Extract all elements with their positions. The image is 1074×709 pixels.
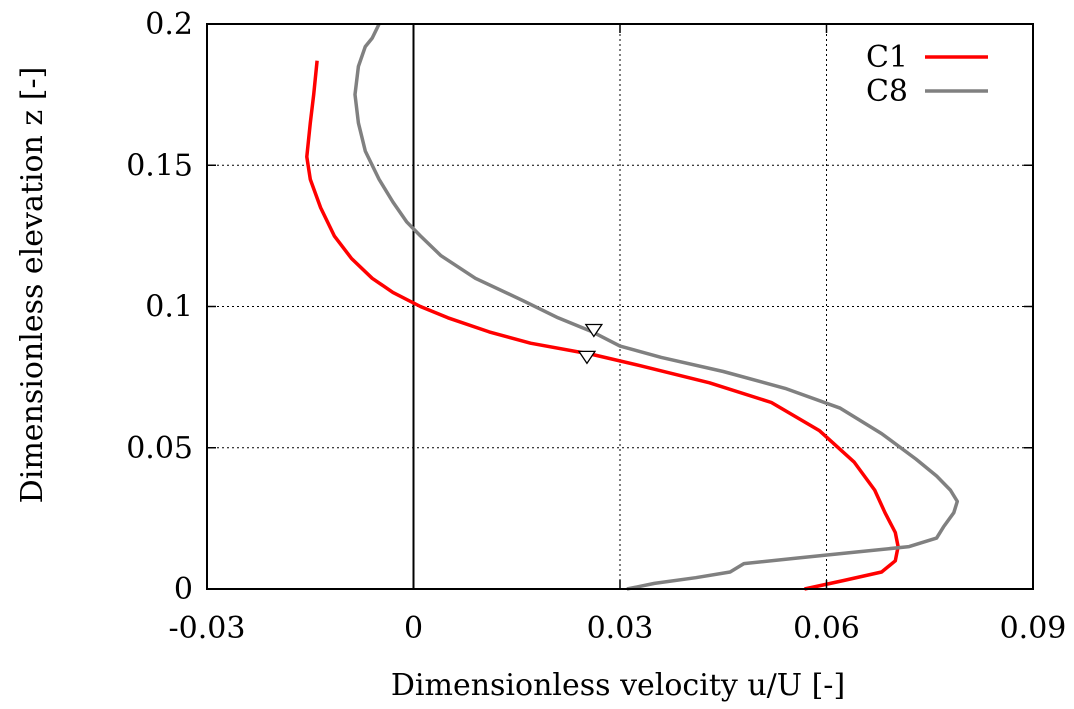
x-tick-label: 0.03 <box>587 611 654 646</box>
series-line-c1 <box>305 60 900 591</box>
water-level-markers <box>577 323 604 365</box>
series-lines <box>305 23 960 591</box>
x-axis-label: Dimensionless velocity u/U [-] <box>391 668 845 703</box>
y-tick-label: 0.15 <box>126 148 193 183</box>
x-tick-label: 0.06 <box>793 611 860 646</box>
x-tick-label: -0.03 <box>169 611 246 646</box>
x-axis-ticks: -0.03 0 0.03 0.06 0.09 <box>169 24 1067 646</box>
grid-lines <box>207 24 1033 589</box>
y-axis-label: Dimensionless elevation z [-] <box>15 67 50 504</box>
y-tick-label: 0.1 <box>145 290 193 325</box>
y-tick-label: 0.2 <box>145 7 193 42</box>
y-tick-label: 0.05 <box>126 431 193 466</box>
y-axis-ticks: 0 0.05 0.1 0.15 0.2 <box>126 7 1033 607</box>
x-tick-label: 0 <box>404 611 423 646</box>
y-tick-label: 0 <box>174 572 193 607</box>
legend-label-c1: C1 <box>866 40 908 75</box>
legend-label-c8: C8 <box>866 74 908 109</box>
x-tick-label: 0.09 <box>1000 611 1067 646</box>
triangle-marker <box>577 350 597 365</box>
series-line-c8 <box>353 23 960 591</box>
triangle-marker <box>584 323 604 338</box>
